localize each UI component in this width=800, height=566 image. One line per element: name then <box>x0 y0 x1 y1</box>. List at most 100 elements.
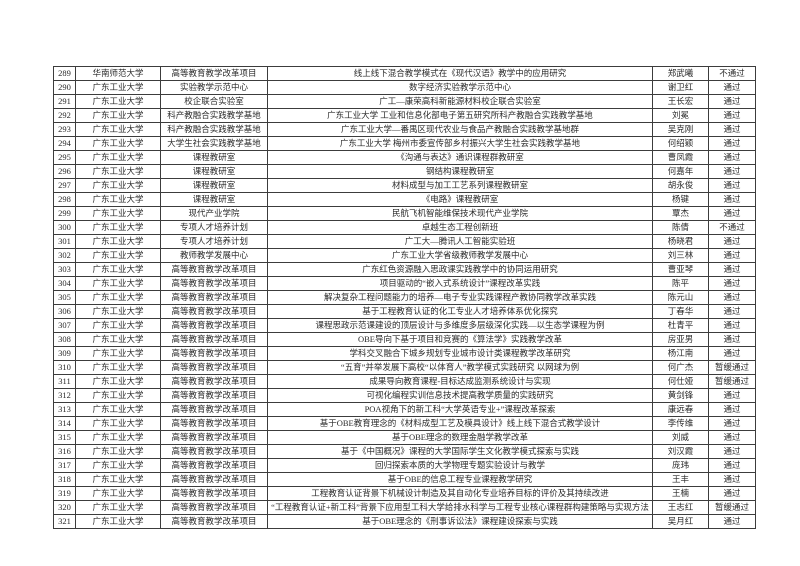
table-row: 294 广东工业大学 大学生社会实践教学基地 广东工业大学 梅州市委宣传部乡村振兴大学… <box>53 136 756 151</box>
cell-type: 高等教育教学改革项目 <box>160 416 268 431</box>
cell-title: 基于工程教育认证的化工专业人才培养体系优化探究 <box>267 304 653 319</box>
cell-type: 课程教研室 <box>160 150 268 165</box>
cell-university: 广东工业大学 <box>75 276 161 291</box>
cell-type: 高等教育教学改革项目 <box>160 318 268 333</box>
cell-university: 广东工业大学 <box>75 150 161 165</box>
table-row: 317 广东工业大学 高等教育教学改革项目 回归探索本质的大学物理专题实验设计与教学庞… <box>53 458 756 473</box>
cell-university: 广东工业大学 <box>75 416 161 431</box>
cell-no: 319 <box>53 486 76 501</box>
cell-university: 广东工业大学 <box>75 108 161 123</box>
cell-title: 可视化编程实训信息技术提高教学质量的实践研究 <box>267 388 653 403</box>
cell-leader: 房亚男 <box>652 332 709 347</box>
cell-title: 钢结构课程教研室 <box>267 164 653 179</box>
cell-university: 广东工业大学 <box>75 94 161 109</box>
table-row: 321 广东工业大学 高等教育教学改革项目 基于OBE理念的《刑事诉讼法》课程建设探索… <box>53 514 756 529</box>
cell-no: 303 <box>53 262 76 277</box>
cell-no: 309 <box>53 346 76 361</box>
cell-status: 通过 <box>708 108 756 123</box>
table-row: 316 广东工业大学 高等教育教学改革项目 基于《中国概况》课程的大学国际学生文化教学… <box>53 444 756 459</box>
cell-leader: 刘汉霞 <box>652 444 709 459</box>
cell-title: 民航飞机智能维保技术现代产业学院 <box>267 206 653 221</box>
cell-university: 广东工业大学 <box>75 290 161 305</box>
cell-no: 308 <box>53 332 76 347</box>
cell-no: 306 <box>53 304 76 319</box>
cell-leader: 曹凤霞 <box>652 150 709 165</box>
cell-no: 311 <box>53 374 76 389</box>
cell-leader: 曹亚琴 <box>652 262 709 277</box>
cell-leader: 王长宏 <box>652 94 709 109</box>
cell-no: 304 <box>53 276 76 291</box>
cell-status: 通过 <box>708 388 756 403</box>
cell-status: 暂缓通过 <box>708 374 756 389</box>
cell-no: 297 <box>53 178 76 193</box>
review-results-body: 289 华南师范大学 高等教育教学改革项目 线上线下混合教学模式在《现代汉语》教学中的… <box>53 66 756 529</box>
cell-title: 基于OBE教育理念的《材料成型工艺及模具设计》线上线下混合式教学设计 <box>267 416 653 431</box>
cell-no: 289 <box>53 66 76 81</box>
cell-title: OBE导向下基于项目和竞赛的《算法学》实践教学改革 <box>267 332 653 347</box>
cell-no: 294 <box>53 136 76 151</box>
cell-university: 华南师范大学 <box>75 66 161 81</box>
cell-university: 广东工业大学 <box>75 346 161 361</box>
cell-university: 广东工业大学 <box>75 514 161 529</box>
cell-status: 通过 <box>708 514 756 529</box>
cell-no: 293 <box>53 122 76 137</box>
cell-title: 卓越生态工程创新班 <box>267 220 653 235</box>
table-row: 297 广东工业大学 课程教研室 材料成型与加工工艺系列课程教研室 胡永俊 通过 <box>53 178 756 193</box>
table-row: 309 广东工业大学 高等教育教学改革项目 学科交叉融合下城乡规划专业城市设计类课程教… <box>53 346 756 361</box>
cell-no: 317 <box>53 458 76 473</box>
cell-type: 高等教育教学改革项目 <box>160 262 268 277</box>
cell-status: 通过 <box>708 486 756 501</box>
cell-no: 302 <box>53 248 76 263</box>
cell-leader: 丁春华 <box>652 304 709 319</box>
cell-type: 高等教育教学改革项目 <box>160 402 268 417</box>
cell-status: 通过 <box>708 444 756 459</box>
cell-type: 课程教研室 <box>160 164 268 179</box>
cell-title: 基于OBE的信息工程专业课程教学研究 <box>267 472 653 487</box>
cell-type: 现代产业学院 <box>160 206 268 221</box>
cell-no: 300 <box>53 220 76 235</box>
cell-leader: 陈倩 <box>652 220 709 235</box>
table-row: 305 广东工业大学 高等教育教学改革项目 解决复杂工程问题能力的培养—电子专业实践课… <box>53 290 756 305</box>
cell-type: 校企联合实验室 <box>160 94 268 109</box>
cell-university: 广东工业大学 <box>75 332 161 347</box>
cell-no: 299 <box>53 206 76 221</box>
cell-no: 295 <box>53 150 76 165</box>
cell-title: 广东工业大学 工业和信息化部电子第五研究所科产教融合实践教学基地 <box>267 108 653 123</box>
cell-title: 广东工业大学 梅州市委宣传部乡村振兴大学生社会实践教学基地 <box>267 136 653 151</box>
cell-title: 《电路》课程教研室 <box>267 192 653 207</box>
cell-type: 实验教学示范中心 <box>160 80 268 95</box>
cell-type: 高等教育教学改革项目 <box>160 360 268 375</box>
cell-status: 通过 <box>708 402 756 417</box>
table-row: 296 广东工业大学 课程教研室 钢结构课程教研室 何嘉年 通过 <box>53 164 756 179</box>
cell-university: 广东工业大学 <box>75 80 161 95</box>
cell-university: 广东工业大学 <box>75 472 161 487</box>
review-results-table: 289 华南师范大学 高等教育教学改革项目 线上线下混合教学模式在《现代汉语》教学中的… <box>53 66 756 529</box>
cell-type: 高等教育教学改革项目 <box>160 290 268 305</box>
cell-status: 不通过 <box>708 220 756 235</box>
cell-university: 广东工业大学 <box>75 318 161 333</box>
cell-type: 高等教育教学改革项目 <box>160 66 268 81</box>
cell-university: 广东工业大学 <box>75 304 161 319</box>
cell-leader: 郑武曦 <box>652 66 709 81</box>
cell-leader: 王楠 <box>652 486 709 501</box>
cell-university: 广东工业大学 <box>75 164 161 179</box>
cell-no: 301 <box>53 234 76 249</box>
cell-leader: 王志红 <box>652 500 709 515</box>
cell-type: 高等教育教学改革项目 <box>160 430 268 445</box>
cell-status: 通过 <box>708 80 756 95</box>
cell-type: 大学生社会实践教学基地 <box>160 136 268 151</box>
cell-leader: 覃杰 <box>652 206 709 221</box>
cell-title: 成果导向教育课程-目标达成监测系统设计与实现 <box>267 374 653 389</box>
table-row: 300 广东工业大学 专项人才培养计划 卓越生态工程创新班 陈倩 不通过 <box>53 220 756 235</box>
cell-type: 高等教育教学改革项目 <box>160 444 268 459</box>
cell-status: 通过 <box>708 206 756 221</box>
cell-title: 数字经济实验教学示范中心 <box>267 80 653 95</box>
cell-title: 课程思政示范课建设的顶层设计与多维度多层级深化实践—以生态学课程为例 <box>267 318 653 333</box>
cell-university: 广东工业大学 <box>75 248 161 263</box>
cell-title: 广东工业大学—番禺区现代农业与食品产教融合实践教学基地群 <box>267 122 653 137</box>
cell-title: “五育”并举发展下高校“以体育人”教学模式实践研究 以网球为例 <box>267 360 653 375</box>
cell-type: 专项人才培养计划 <box>160 220 268 235</box>
table-row: 320 广东工业大学 高等教育教学改革项目 “工程教育认证+新工科”背景下应用型工科大… <box>53 500 756 515</box>
cell-title: 基于OBE理念的《刑事诉讼法》课程建设探索与实践 <box>267 514 653 529</box>
table-row: 319 广东工业大学 高等教育教学改革项目 工程教育认证背景下机械设计制造及其自动化专… <box>53 486 756 501</box>
